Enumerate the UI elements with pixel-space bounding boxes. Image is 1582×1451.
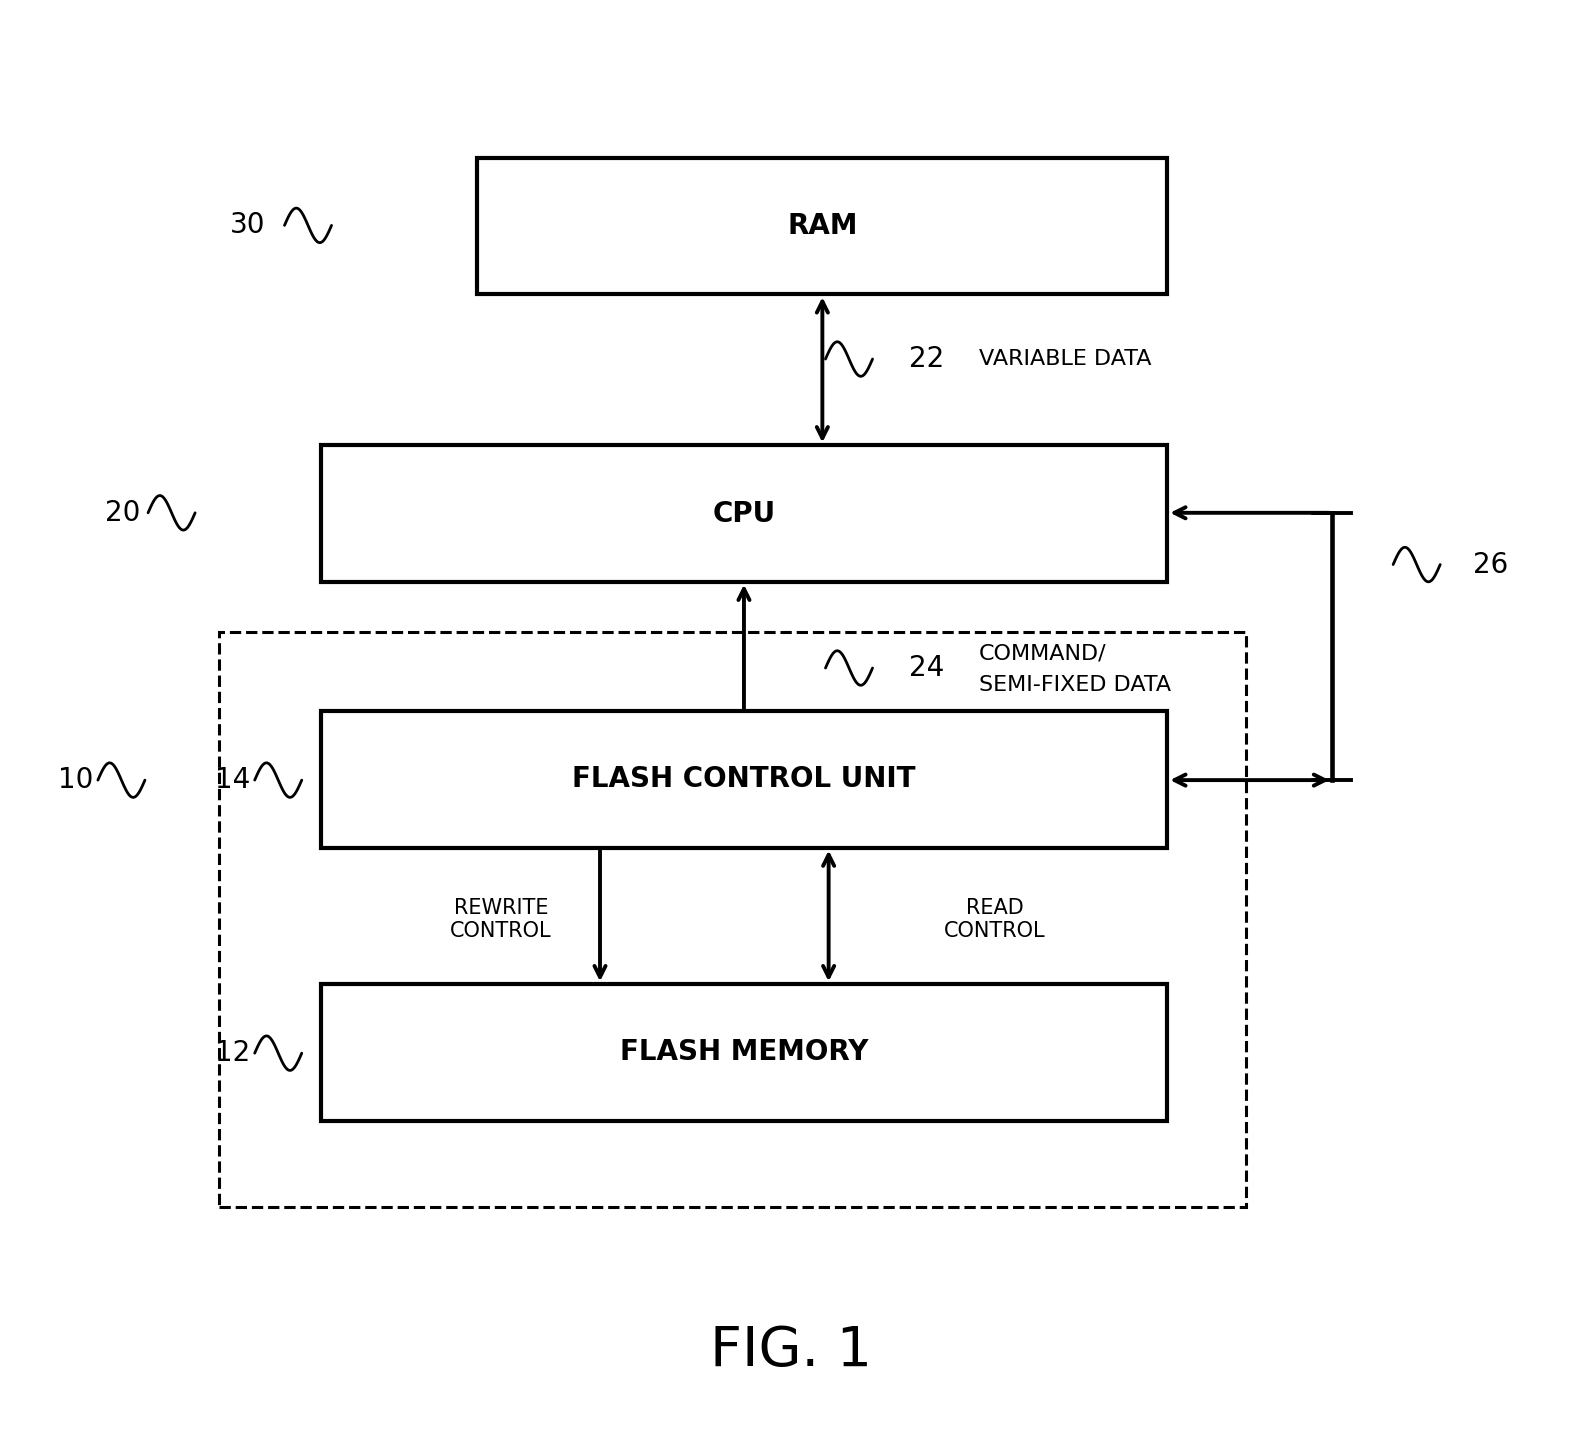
Text: 26: 26 xyxy=(1473,550,1508,579)
Text: 20: 20 xyxy=(104,499,141,527)
Text: 24: 24 xyxy=(908,654,944,682)
Text: 30: 30 xyxy=(231,212,266,239)
Text: 10: 10 xyxy=(59,766,93,794)
Text: 12: 12 xyxy=(215,1039,250,1066)
Bar xyxy=(321,711,1168,847)
Text: COMMAND/: COMMAND/ xyxy=(979,644,1107,663)
Text: FLASH CONTROL UNIT: FLASH CONTROL UNIT xyxy=(573,765,916,794)
Text: FIG. 1: FIG. 1 xyxy=(710,1323,872,1377)
Bar xyxy=(478,158,1168,295)
Text: REWRITE
CONTROL: REWRITE CONTROL xyxy=(451,898,552,942)
Bar xyxy=(321,445,1168,582)
Text: RAM: RAM xyxy=(788,212,857,239)
Text: CPU: CPU xyxy=(712,499,775,528)
Text: 22: 22 xyxy=(908,345,944,373)
Text: SEMI-FIXED DATA: SEMI-FIXED DATA xyxy=(979,675,1171,695)
Text: VARIABLE DATA: VARIABLE DATA xyxy=(979,350,1152,369)
Text: 14: 14 xyxy=(215,766,250,794)
Text: READ
CONTROL: READ CONTROL xyxy=(944,898,1046,942)
Bar xyxy=(321,984,1168,1120)
Text: FLASH MEMORY: FLASH MEMORY xyxy=(620,1039,869,1066)
Bar xyxy=(218,633,1245,1207)
